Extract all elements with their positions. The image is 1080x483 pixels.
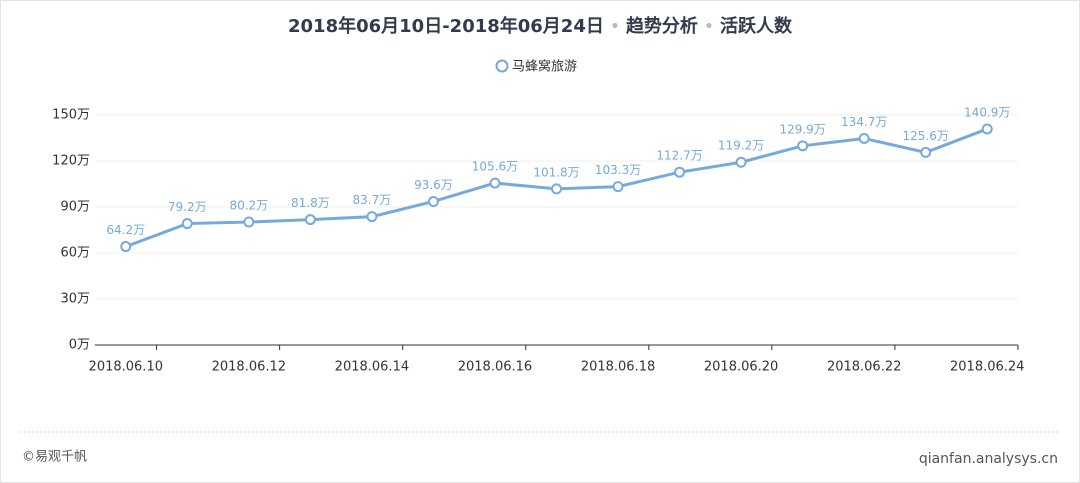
legend-marker: [495, 59, 509, 73]
data-label: 119.2万: [718, 139, 764, 153]
x-tick-label: 2018.06.16: [458, 360, 532, 375]
x-tick-label: 2018.06.10: [89, 360, 163, 375]
data-point: [797, 140, 809, 152]
data-point: [366, 211, 378, 223]
data-label: 134.7万: [841, 115, 887, 129]
data-label: 103.3万: [595, 163, 641, 177]
y-tick-label: 150万: [52, 108, 90, 123]
x-tick-label: 2018.06.20: [704, 360, 778, 375]
x-tick-label: 2018.06.24: [950, 360, 1024, 375]
x-tick-label: 2018.06.12: [212, 360, 286, 375]
data-label: 129.9万: [779, 122, 825, 136]
footer-left: ©易观千帆: [22, 450, 87, 465]
data-label: 125.6万: [903, 129, 949, 143]
y-tick-label: 120万: [52, 154, 90, 169]
title-part: 趋势分析: [626, 15, 698, 37]
data-point: [858, 132, 870, 144]
data-label: 64.2万: [106, 223, 145, 237]
data-point: [304, 214, 316, 226]
y-tick-label: 30万: [60, 292, 90, 307]
data-point: [181, 218, 193, 230]
data-point: [551, 183, 562, 195]
data-point: [612, 181, 624, 193]
footer-right: qianfan.analysys.cn: [919, 451, 1058, 467]
data-label: 80.2万: [229, 199, 268, 213]
y-tick-label: 90万: [60, 200, 90, 215]
data-label: 101.8万: [533, 165, 579, 179]
x-tick-label: 2018.06.18: [581, 360, 655, 375]
title-part: 2018年06月10日-2018年06月24日: [288, 15, 604, 37]
data-point: [489, 177, 501, 189]
data-point: [920, 146, 932, 158]
data-point: [735, 156, 747, 168]
data-label: 81.8万: [291, 196, 330, 210]
data-point: [674, 166, 686, 178]
data-point: [120, 241, 132, 253]
data-point: [243, 216, 255, 228]
data-point: [981, 123, 993, 135]
data-point: [427, 195, 439, 207]
y-tick-label: 60万: [60, 246, 90, 261]
data-label: 140.9万: [964, 105, 1010, 119]
title-part: 活跃人数: [720, 15, 793, 37]
chart-title: 2018年06月10日-2018年06月24日 • 趋势分析 • 活跃人数: [288, 15, 793, 37]
x-tick-label: 2018.06.22: [827, 360, 901, 375]
data-label: 105.6万: [472, 160, 518, 174]
x-tick-label: 2018.06.14: [335, 360, 409, 375]
data-label: 112.7万: [656, 149, 702, 163]
y-tick-label: 0万: [69, 338, 90, 353]
data-label: 93.6万: [414, 178, 453, 192]
data-label: 83.7万: [353, 193, 392, 207]
data-label: 79.2万: [168, 200, 207, 214]
legend-label: 马蜂窝旅游: [512, 59, 577, 75]
